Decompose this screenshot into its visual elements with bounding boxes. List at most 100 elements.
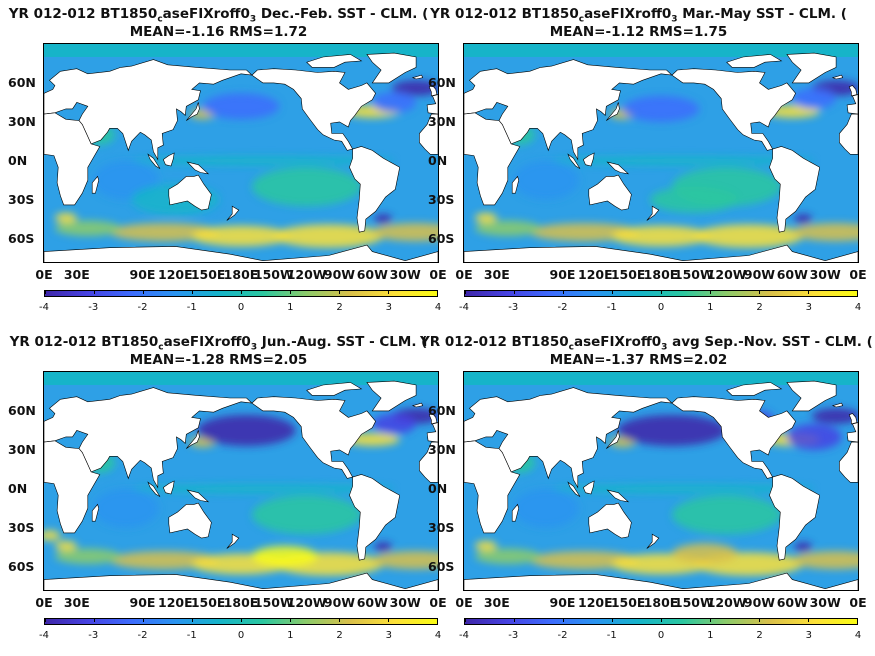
longitude-label: 120W: [706, 267, 747, 282]
colorbar-tick-mark: [612, 291, 613, 294]
anomaly-blob: [611, 225, 711, 247]
colorbar-tick-label: 2: [336, 302, 343, 313]
longitude-label: 60W: [776, 267, 808, 282]
land-japan: [606, 102, 620, 121]
latitude-label: 60S: [428, 558, 455, 574]
anomaly-blob: [372, 223, 438, 242]
land-madagascar: [511, 503, 520, 522]
colorbar-tick-label: -2: [137, 302, 148, 313]
land-japan: [606, 430, 620, 449]
land-madagascar: [511, 175, 520, 194]
colorbar-tick-mark: [710, 619, 711, 622]
title-part: c: [158, 342, 164, 353]
map-canvas: [44, 44, 438, 262]
colorbar-tick-mark: [857, 291, 858, 294]
colorbar-ticks: -4 -3 -2 -1 0 1 2 3 4: [39, 630, 441, 644]
land-canarctic: [726, 54, 783, 68]
title-part: 3: [661, 342, 668, 353]
anomaly-blob: [93, 488, 159, 528]
land-samerica: [349, 474, 401, 561]
colorbar-tick-label: -2: [137, 630, 148, 641]
anomaly-blob: [671, 495, 782, 535]
longitude-label: 90E: [129, 267, 156, 282]
longitude-label: 90W: [743, 267, 776, 282]
anomaly-blob: [251, 545, 318, 567]
land-madagascar: [91, 503, 100, 522]
colorbar-tick-mark: [45, 291, 46, 294]
colorbar-tick-mark: [661, 619, 662, 622]
land-australia: [588, 502, 632, 539]
anomaly-blob: [671, 543, 738, 565]
title-part: aseFIXroff0: [584, 6, 672, 22]
colorbar-tick-mark: [143, 619, 144, 622]
longitude-label: 90E: [549, 267, 576, 282]
title-part: aseFIXroff0: [573, 334, 662, 350]
colorbar-tick-mark: [339, 619, 340, 622]
colorbar-tick-label: -1: [186, 302, 197, 313]
colorbar-tick-mark: [192, 619, 193, 622]
colorbar-tick-mark: [143, 291, 144, 294]
longitude-label: 0E: [35, 267, 53, 282]
land-iceland: [411, 74, 424, 80]
sst-anomaly-map: [43, 371, 439, 591]
latitude-label: 0N: [8, 152, 28, 168]
anomaly-blob: [792, 551, 858, 570]
colorbar-tick-label: 4: [854, 630, 862, 641]
land-newguinea: [186, 161, 210, 175]
longitude-label: 180E: [223, 267, 259, 282]
longitude-label: 90W: [743, 595, 776, 610]
longitude-label: 120W: [706, 595, 747, 610]
colorbar-tick-mark: [514, 619, 515, 622]
anomaly-blob: [54, 220, 121, 237]
colorbar-tick-label: -4: [39, 302, 49, 313]
land-iceland: [411, 402, 424, 408]
land-canarctic: [306, 54, 363, 68]
sst-anomaly-map: [43, 43, 439, 263]
anomaly-blob: [54, 548, 121, 565]
colorbar-tick-label: 0: [657, 302, 665, 313]
land-newguinea: [186, 489, 210, 503]
land-borneo: [162, 480, 175, 495]
arctic-band: [464, 44, 858, 57]
colorbar-tick-mark: [388, 291, 389, 294]
longitude-label: 90W: [323, 595, 356, 610]
latitude-label: 60N: [428, 402, 456, 418]
longitude-axis: 0E 30E 90E 120E 150E 180E 150W 120W 90W 60W 30W 0E: [35, 267, 455, 283]
anomaly-blob: [131, 483, 395, 494]
land-greenland: [366, 52, 417, 84]
colorbar-tick-label: 2: [336, 630, 343, 641]
colorbar: [44, 290, 438, 297]
longitude-label: 90E: [129, 595, 156, 610]
longitude-label: 30W: [389, 595, 421, 610]
land-namerica: [251, 68, 376, 151]
map-panel-1: YR 012-012 BT1850caseFIXroff03 Dec.-Feb.…: [0, 0, 447, 328]
arctic-band: [464, 372, 858, 385]
colorbar-tick-mark: [808, 619, 809, 622]
colorbar-tick-mark: [759, 291, 760, 294]
colorbar-tick-mark: [192, 291, 193, 294]
title-part: c: [568, 342, 574, 353]
longitude-label: 30W: [389, 267, 421, 282]
land-africa: [44, 112, 101, 206]
colorbar-tick-label: 0: [657, 630, 665, 641]
longitude-label: 180E: [643, 595, 679, 610]
anomaly-blob: [529, 551, 640, 570]
land-australia: [168, 174, 212, 211]
colorbar-tick-mark: [514, 291, 515, 294]
colorbar-tick-mark: [808, 291, 809, 294]
longitude-label: 0E: [455, 595, 473, 610]
land-antarctica: [464, 572, 858, 590]
anomaly-blob: [109, 551, 220, 570]
anomaly-blob: [131, 155, 395, 166]
anomaly-blob: [551, 483, 815, 494]
longitude-axis: 0E 30E 90E 120E 150E 180E 150W 120W 90W 60W 30W 0E: [455, 267, 875, 283]
anomaly-blob: [474, 220, 541, 237]
colorbar-tick-label: -2: [557, 630, 568, 641]
colorbar-tick-label: -4: [459, 630, 469, 641]
anomaly-blob: [551, 155, 815, 166]
land-africa: [44, 440, 101, 534]
latitude-label: 60S: [8, 230, 35, 246]
colorbar-tick-label: 1: [707, 630, 714, 641]
land-nz: [646, 533, 660, 549]
title-part: YR 012-012 BT1850: [420, 334, 569, 350]
